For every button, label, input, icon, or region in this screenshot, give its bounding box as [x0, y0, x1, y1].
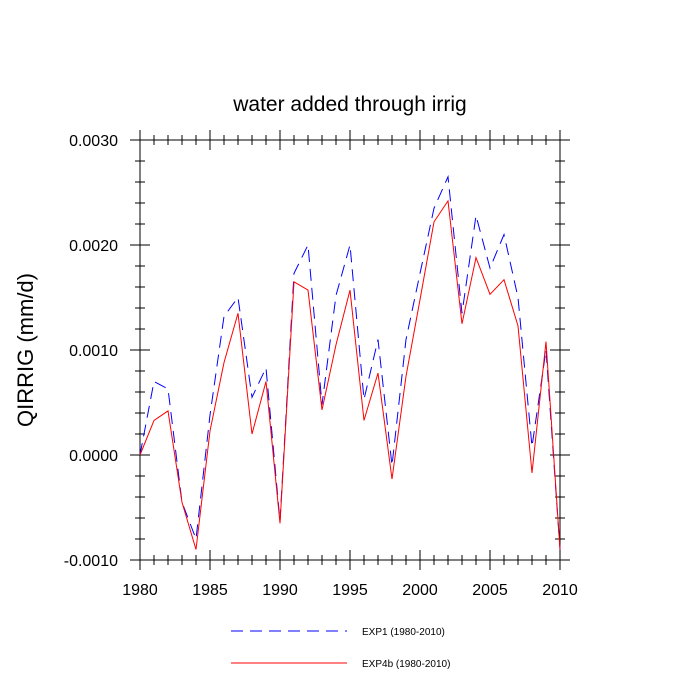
- legend: EXP1 (1980-2010) EXP4b (1980-2010): [231, 627, 450, 670]
- y-tick-label: 0.0010: [69, 343, 118, 360]
- axis-ticks: [130, 130, 570, 570]
- axis-tick-labels: 1980 1985 1990 1995 2000 2005 2010 -0.0010 0.000…: [64, 133, 578, 599]
- x-tick-label: 1990: [262, 582, 298, 599]
- y-tick-label: -0.0010: [64, 553, 118, 570]
- x-tick-label: 2010: [542, 582, 578, 599]
- plot-frame: [139, 139, 561, 561]
- y-axis-label: QIRRIG (mm/d): [13, 273, 38, 427]
- series-line-exp4b: [139, 199, 561, 550]
- series-line-exp1: [139, 174, 561, 550]
- chart-title: water added through irrig: [232, 93, 466, 116]
- x-tick-label: 1985: [192, 582, 228, 599]
- y-tick-label: 0.0000: [69, 448, 118, 465]
- y-tick-label: 0.0020: [69, 238, 118, 255]
- x-tick-label: 2000: [402, 582, 438, 599]
- x-tick-label: 1995: [332, 582, 368, 599]
- x-tick-label: 1980: [122, 582, 158, 599]
- y-tick-label: 0.0030: [69, 133, 118, 150]
- legend-label: EXP1 (1980-2010): [362, 627, 445, 638]
- data-series: [139, 174, 561, 550]
- legend-label: EXP4b (1980-2010): [362, 659, 450, 670]
- x-tick-label: 2005: [472, 582, 508, 599]
